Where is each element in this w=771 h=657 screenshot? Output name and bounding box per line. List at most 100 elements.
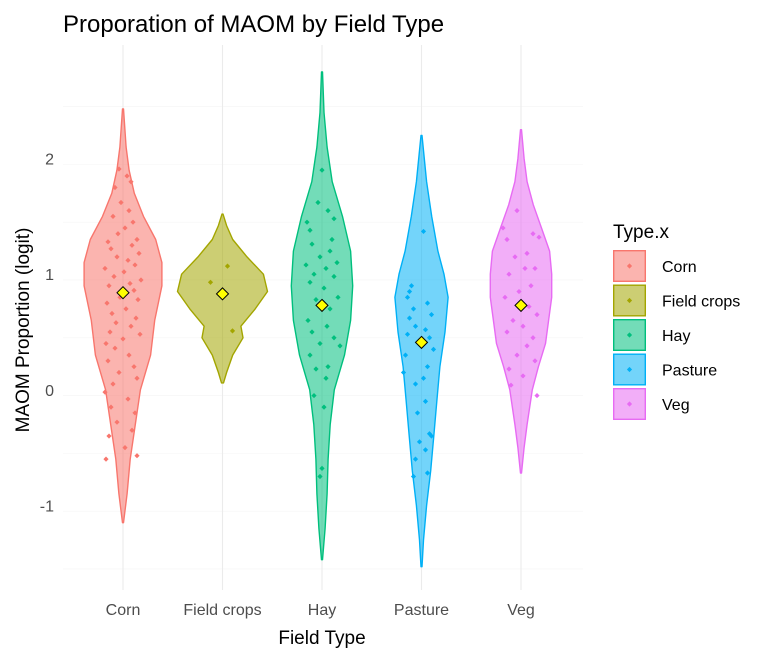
- data-point: [111, 273, 117, 280]
- data-point: [532, 358, 538, 364]
- data-point: [118, 199, 124, 206]
- data-point: [532, 265, 538, 272]
- data-point: [130, 219, 136, 225]
- data-point: [123, 306, 129, 312]
- x-tick-label: Pasture: [394, 602, 449, 619]
- data-point: [331, 335, 337, 341]
- mean-marker: [116, 285, 130, 300]
- data-point: [502, 294, 508, 300]
- data-point: [229, 328, 236, 334]
- legend: Type.x Corn Field crops Hay Pasture Veg: [613, 222, 740, 421]
- data-point: [325, 364, 331, 370]
- data-point: [108, 404, 114, 410]
- data-point: [520, 373, 526, 379]
- data-point: [534, 312, 540, 318]
- data-point: [317, 473, 323, 480]
- data-point: [412, 381, 419, 387]
- data-point: [304, 219, 310, 225]
- data-point: [329, 236, 335, 243]
- data-point: [114, 419, 120, 425]
- data-point: [136, 250, 142, 256]
- data-point: [422, 327, 429, 333]
- legend-label: Field crops: [662, 294, 740, 311]
- data-point: [120, 336, 126, 342]
- data-point: [426, 335, 433, 341]
- data-point: [317, 254, 323, 260]
- data-point: [504, 236, 510, 243]
- data-point: [530, 231, 536, 237]
- data-point: [428, 433, 435, 439]
- data-point: [121, 269, 127, 275]
- data-point: [307, 227, 313, 233]
- x-tick-label: Field crops: [183, 602, 261, 619]
- data-point: [410, 306, 417, 312]
- data-point: [103, 340, 109, 347]
- data-point: [404, 331, 411, 337]
- legend-key-point: [626, 332, 633, 338]
- data-point: [112, 345, 118, 351]
- data-point: [102, 389, 108, 395]
- mean-marker: [215, 287, 230, 301]
- y-tick-label: 1: [45, 267, 54, 284]
- violin-corn: [83, 108, 163, 524]
- data-point: [410, 473, 417, 480]
- data-point: [313, 366, 319, 372]
- data-point: [319, 465, 325, 472]
- data-point: [131, 287, 137, 293]
- data-point: [422, 398, 429, 404]
- data-point: [321, 404, 327, 410]
- y-tick-label: 2: [45, 152, 54, 169]
- data-point: [420, 228, 427, 235]
- data-point: [307, 279, 313, 285]
- data-point: [424, 364, 431, 370]
- data-point: [406, 315, 413, 321]
- data-point: [128, 179, 134, 185]
- y-axis-title: MAOM Proportion (logit): [13, 228, 34, 433]
- data-point: [112, 184, 118, 191]
- data-point: [524, 343, 530, 349]
- data-point: [510, 317, 516, 324]
- data-point: [138, 277, 144, 283]
- data-point: [309, 241, 315, 247]
- legend-key-point: [626, 366, 633, 373]
- data-point: [408, 283, 415, 289]
- data-point: [402, 352, 409, 358]
- data-point: [514, 208, 520, 214]
- violin-hay: [290, 71, 354, 561]
- data-point: [113, 320, 119, 326]
- legend-key-point: [626, 297, 633, 304]
- data-point: [109, 310, 115, 317]
- data-point: [135, 297, 141, 303]
- data-point: [311, 271, 317, 277]
- data-point: [331, 216, 337, 222]
- data-point: [224, 263, 231, 269]
- data-point: [105, 358, 111, 364]
- data-point: [129, 242, 135, 248]
- data-point: [321, 285, 327, 291]
- data-point: [520, 323, 526, 329]
- data-point: [412, 323, 419, 329]
- legend-label: Hay: [662, 328, 690, 345]
- data-point: [534, 392, 540, 399]
- data-point: [325, 208, 331, 214]
- data-point: [114, 254, 120, 260]
- mean-marker: [514, 298, 528, 313]
- data-point: [514, 352, 520, 358]
- data-point: [430, 346, 437, 352]
- violin-pasture: [394, 134, 449, 568]
- legend-item-veg: Veg: [613, 388, 690, 421]
- data-point: [125, 257, 131, 263]
- data-point: [337, 343, 343, 349]
- data-point: [106, 433, 112, 439]
- data-point: [131, 364, 137, 370]
- data-point: [134, 453, 140, 459]
- data-point: [115, 231, 121, 237]
- data-point: [103, 456, 109, 462]
- data-point: [125, 396, 131, 402]
- data-point: [530, 335, 536, 341]
- data-point: [122, 445, 128, 451]
- data-point: [319, 167, 325, 173]
- data-point: [428, 312, 435, 318]
- data-point: [108, 246, 114, 252]
- data-point: [327, 248, 333, 254]
